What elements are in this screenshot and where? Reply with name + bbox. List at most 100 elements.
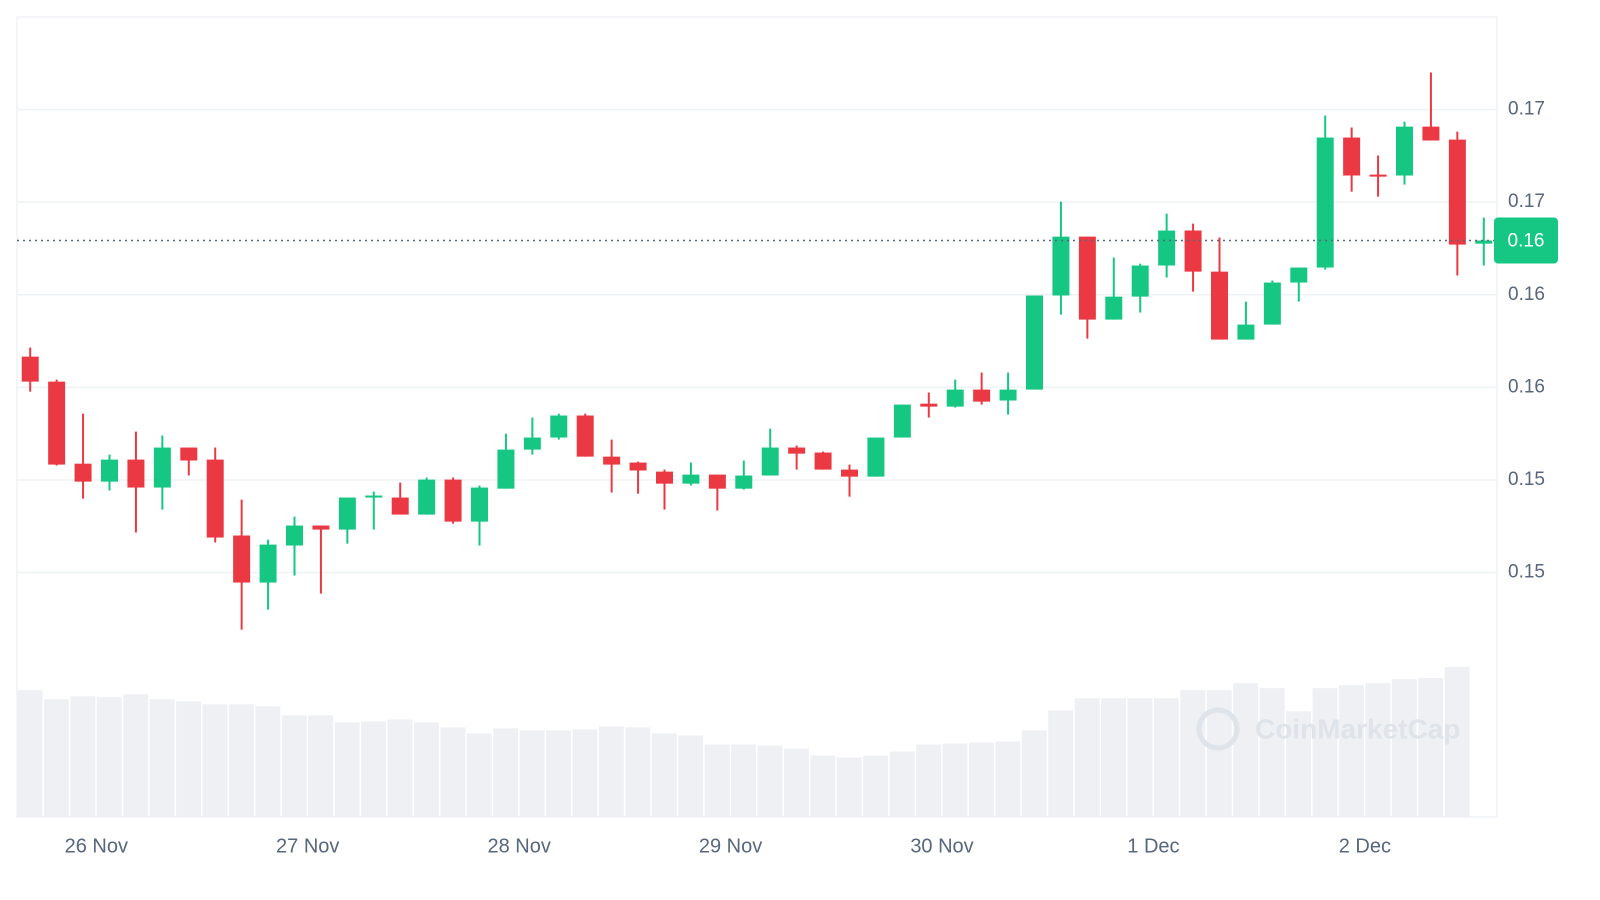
volume-bar: [17, 690, 43, 817]
volume-bar: [889, 751, 915, 817]
candle-body: [1026, 295, 1043, 390]
volume-bar: [995, 741, 1021, 817]
x-tick-label: 28 Nov: [487, 835, 550, 857]
volume-bar: [334, 722, 360, 817]
volume-bar: [625, 727, 651, 817]
volume-bar: [598, 726, 624, 817]
volume-bar: [202, 704, 228, 817]
volume-bar: [466, 733, 492, 817]
volume-bar: [1021, 730, 1047, 817]
candle-body: [841, 469, 858, 477]
candle-body: [893, 404, 911, 438]
volume-bar: [942, 743, 968, 817]
candle-body: [497, 449, 515, 489]
volume-bar: [1365, 683, 1391, 817]
candle-body: [1211, 271, 1228, 340]
watermark: CoinMarketCap: [1196, 707, 1460, 751]
volume-bar: [783, 748, 809, 817]
volume-bar: [863, 755, 889, 817]
volume-bar: [1338, 685, 1364, 817]
candle-body: [101, 459, 118, 482]
volume-bar: [836, 757, 862, 817]
volume-bar: [651, 733, 677, 817]
volume-bar: [255, 706, 281, 817]
volume-bar: [308, 715, 334, 817]
volume-bar: [1153, 698, 1179, 817]
candle-body: [735, 475, 753, 489]
candle-body: [920, 403, 938, 407]
y-tick-label: 0.15: [1508, 562, 1545, 583]
volume-bar: [96, 697, 122, 817]
candle-body: [1263, 282, 1281, 325]
volume-bar: [1418, 678, 1444, 817]
candle-body: [576, 415, 594, 457]
candle-body: [788, 447, 806, 454]
volume-bar: [1233, 683, 1259, 817]
volume-bar: [1286, 711, 1311, 817]
candle-body: [1052, 236, 1070, 296]
candle-body: [682, 474, 700, 484]
candle-body: [444, 479, 462, 522]
candle-body: [286, 525, 303, 546]
x-tick-label: 2 Dec: [1339, 835, 1391, 857]
volume-bar: [1101, 698, 1126, 817]
candle-body: [1475, 240, 1493, 244]
candle-body: [471, 487, 488, 522]
volume-bar: [228, 704, 254, 817]
candle-body: [418, 479, 436, 515]
volume-bar: [968, 742, 994, 817]
volume-bar: [1391, 679, 1417, 817]
candle-body: [1369, 174, 1387, 177]
volume-bar: [519, 730, 545, 817]
candle-body: [1131, 265, 1149, 297]
volume-bar: [731, 744, 756, 817]
candle-body: [1422, 126, 1440, 141]
candle-body: [1343, 137, 1361, 176]
y-tick-label: 0.15: [1508, 469, 1545, 490]
candle-body: [603, 456, 621, 465]
y-tick-label: 0.16: [1508, 376, 1545, 397]
candle-body: [946, 389, 964, 407]
volume-bar: [123, 694, 149, 817]
volume-bar: [387, 719, 413, 817]
volume-bar: [281, 715, 307, 817]
candle-body: [206, 459, 224, 538]
volume-bar: [493, 728, 519, 817]
candle-body: [1396, 126, 1413, 176]
candle-body: [708, 474, 726, 489]
candle-body: [365, 495, 383, 498]
candle-body: [312, 525, 330, 530]
volume-bar: [1180, 690, 1206, 817]
candle-body: [1105, 296, 1123, 320]
watermark-logo: [1196, 707, 1240, 751]
plot-frame: [16, 16, 1498, 818]
volume-bar: [916, 744, 941, 817]
candle-body: [391, 497, 409, 515]
volume-bar: [1259, 688, 1285, 817]
candle-body: [48, 381, 66, 465]
x-tick-label: 29 Nov: [699, 835, 762, 857]
volume-bar: [704, 744, 730, 817]
volume-bar: [810, 755, 836, 817]
candle-body: [814, 452, 832, 470]
volume-bar: [1074, 698, 1100, 817]
candle-body: [550, 415, 568, 438]
volume-bar: [572, 729, 598, 817]
candle-body: [523, 437, 541, 450]
candle-body: [233, 535, 251, 583]
volume-bar: [1312, 688, 1338, 817]
candle-body: [127, 459, 145, 488]
candle-body: [656, 471, 673, 484]
y-tick-label: 0.17: [1508, 99, 1545, 120]
candle-body: [761, 447, 779, 476]
candle-body: [21, 356, 39, 382]
y-tick-label: 0.17: [1508, 191, 1545, 212]
candle-body: [1184, 230, 1202, 272]
volume-bar: [1127, 698, 1153, 817]
volume-bar: [70, 696, 96, 817]
x-tick-label: 1 Dec: [1127, 835, 1179, 857]
volume-bar: [678, 735, 704, 817]
candle-body: [180, 447, 198, 461]
